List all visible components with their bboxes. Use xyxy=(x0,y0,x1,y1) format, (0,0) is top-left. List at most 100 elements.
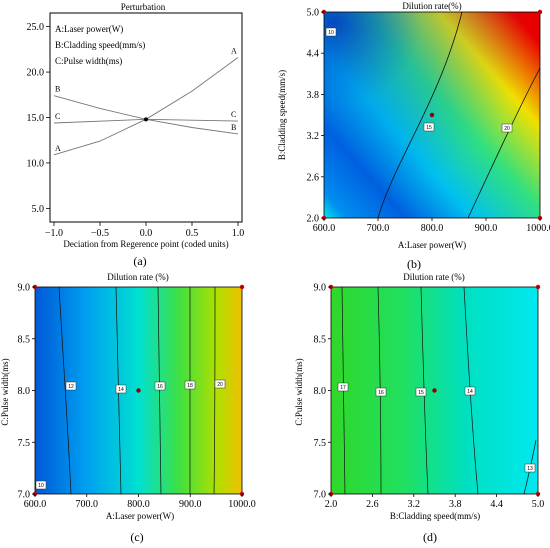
legend-entry-c: C:Pulse width(ms) xyxy=(55,56,122,66)
y-tick-label: 3.8 xyxy=(307,90,320,101)
y-tick-label: 8.0 xyxy=(314,386,327,397)
series-end-label: A xyxy=(231,47,237,56)
x-tick-label: 3.8 xyxy=(449,499,462,510)
contour-label xyxy=(423,122,435,132)
panel-c: Dilution rate (%) 10 12 14 16 18 20 600.… xyxy=(0,272,256,544)
panel-c-ticks: 600.0 700.0 800.0 900.0 1000.0 7.0 7.5 8.0 8.5 9.… xyxy=(18,283,256,511)
x-tick-label: 800.0 xyxy=(127,499,150,510)
contour-label-text: 14 xyxy=(467,389,473,395)
y-tick-label: 7.0 xyxy=(18,490,31,501)
panel-b-ylabel: B:Cladding speed(mm/s) xyxy=(277,70,287,160)
y-tick-label: 7.5 xyxy=(314,438,327,449)
contour-label xyxy=(501,123,513,133)
y-tick-label: 8.0 xyxy=(18,386,31,397)
contour-line xyxy=(467,67,541,219)
x-tick-label: 1.0 xyxy=(232,228,245,239)
contour-label-text: 13 xyxy=(527,466,533,472)
x-tick-label: 900.0 xyxy=(179,499,202,510)
design-point-marker xyxy=(136,388,141,393)
panel-b: Dilution rate(%) 10 15 20 600.0 700.0 800.… xyxy=(277,1,550,271)
panel-c-title: Dilution rate (%) xyxy=(107,272,168,282)
contour-line xyxy=(377,11,463,219)
contour-line xyxy=(213,286,216,495)
panel-a-caption: (a) xyxy=(133,254,146,268)
y-tick-label: 15.0 xyxy=(27,113,45,124)
x-tick-label: 900.0 xyxy=(475,223,498,234)
x-tick-label: 1000.0 xyxy=(228,499,256,510)
x-tick-label: 700.0 xyxy=(76,499,99,510)
panel-d-design-point xyxy=(432,388,437,393)
y-tick-label: 25.0 xyxy=(27,22,45,33)
contour-line xyxy=(157,286,162,495)
x-tick-label: 700.0 xyxy=(367,223,390,234)
contour-label-text: 20 xyxy=(217,382,223,388)
legend-entry-b: B:Cladding speed(mm/s) xyxy=(55,40,145,50)
series-start-label: A xyxy=(55,144,61,153)
contour-line xyxy=(341,286,346,495)
x-tick-label: 4.4 xyxy=(490,499,503,510)
reference-point xyxy=(144,117,148,122)
contour-line xyxy=(115,286,122,495)
panel-a-ticks: −1.0 −0.5 0.0 0.5 1.0 5.0 10.0 15.0 20.0 25.0 xyxy=(27,22,245,239)
x-tick-label: 800.0 xyxy=(421,223,444,234)
panel-c-caption: (c) xyxy=(130,530,143,544)
panel-a: Perturbation −1.0 −0.5 0.0 0.5 1.0 5.0 10.0 15.… xyxy=(27,2,245,268)
contour-label-text: 20 xyxy=(504,126,510,132)
contour-label-text: 12 xyxy=(68,384,74,390)
y-tick-label: 8.5 xyxy=(314,334,327,345)
panel-d-ticks: 2.0 2.6 3.2 3.8 4.4 5.0 7.0 7.5 8.0 8.5 9.0 xyxy=(314,283,545,511)
y-tick-label: 8.5 xyxy=(18,334,31,345)
panel-d-xlabel: B:Cladding speed(mm/s) xyxy=(390,511,480,521)
panel-a-xlabel: Deciation from Regerence point (coded un… xyxy=(63,239,228,249)
x-tick-label: 3.2 xyxy=(408,499,421,510)
x-tick-label: 5.0 xyxy=(532,499,545,510)
contour-label-text: 15 xyxy=(426,125,432,131)
series-end-label: B xyxy=(231,123,236,132)
panel-b-title: Dilution rate(%) xyxy=(402,1,461,11)
x-tick-label: 0.5 xyxy=(186,228,199,239)
x-tick-label: 0.0 xyxy=(140,228,153,239)
y-tick-label: 4.4 xyxy=(307,49,320,60)
series-end-label: C xyxy=(231,110,236,119)
panel-c-design-point xyxy=(136,388,141,393)
contour-label-text: 16 xyxy=(378,390,384,396)
panel-d: Dilution rate (%) 17 16 15 14 13 2.0 2.6 3… xyxy=(294,272,544,544)
x-tick-label: 2.6 xyxy=(366,499,379,510)
contour-label-text: 17 xyxy=(340,385,346,391)
panel-b-caption: (b) xyxy=(407,257,421,271)
panel-a-title: Perturbation xyxy=(121,2,166,12)
y-tick-label: 5.0 xyxy=(32,204,45,215)
panel-d-title: Dilution rate (%) xyxy=(403,272,464,282)
panel-d-ylabel: C:Pulse width(ms) xyxy=(294,358,304,425)
x-tick-label: −0.5 xyxy=(91,228,109,239)
panel-b-ticks: 600.0 700.0 800.0 900.0 1000.0 2.0 2.6 3.2 3.8 4.… xyxy=(307,8,550,235)
x-tick-label: 600.0 xyxy=(313,223,336,234)
panel-d-caption: (d) xyxy=(423,530,437,544)
contour-line xyxy=(58,286,72,495)
contour-label-text: 18 xyxy=(187,383,193,389)
y-tick-label: 2.6 xyxy=(307,172,320,183)
y-tick-label: 10.0 xyxy=(27,158,45,169)
contour-label-text: 10 xyxy=(328,30,334,36)
design-point-marker xyxy=(429,112,435,118)
contour-label-text: 15 xyxy=(418,390,424,396)
contour-label-text: 10 xyxy=(38,483,44,489)
contour-label-text: 14 xyxy=(118,387,124,393)
y-tick-label: 3.2 xyxy=(307,131,320,142)
design-point-marker xyxy=(432,388,437,393)
panel-a-legend: A:Laser power(W) B:Cladding speed(mm/s) … xyxy=(55,24,145,66)
panel-c-xlabel: A:Laser power(W) xyxy=(106,511,174,521)
legend-entry-a: A:Laser power(W) xyxy=(55,24,123,34)
y-tick-label: 5.0 xyxy=(307,8,320,19)
y-tick-label: 9.0 xyxy=(18,283,31,294)
y-tick-label: 9.0 xyxy=(314,283,327,294)
contour-label-text: 16 xyxy=(157,384,163,390)
panel-c-ylabel: C:Pulse width(ms) xyxy=(0,358,10,425)
x-tick-label: 1000.0 xyxy=(526,223,550,234)
y-tick-label: 7.0 xyxy=(314,490,327,501)
y-tick-label: 2.0 xyxy=(307,214,320,225)
panel-b-xlabel: A:Laser power(W) xyxy=(398,240,466,250)
series-start-label: C xyxy=(55,112,60,121)
